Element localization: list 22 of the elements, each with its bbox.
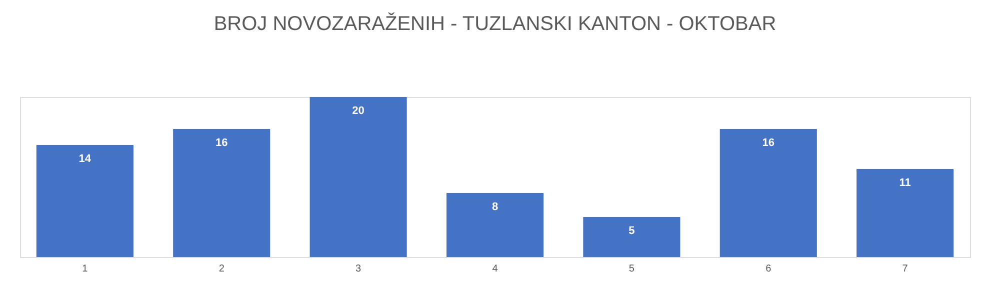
data-label: 11	[899, 177, 911, 189]
x-tick-label: 1	[82, 264, 88, 274]
x-tick-label: 3	[356, 264, 362, 274]
x-tick-label: 4	[492, 264, 498, 274]
bar	[173, 129, 270, 257]
bar	[583, 217, 680, 257]
x-tick-label: 6	[766, 264, 772, 274]
data-label: 16	[762, 137, 775, 149]
bar	[720, 129, 817, 257]
bar	[446, 193, 544, 257]
bar	[310, 97, 407, 257]
data-label: 16	[215, 137, 228, 149]
x-tick-label: 2	[218, 264, 225, 274]
x-tick-label: 7	[902, 264, 908, 274]
data-label: 20	[352, 105, 364, 117]
data-label: 8	[492, 201, 498, 213]
data-label: 14	[78, 153, 92, 165]
bar	[856, 169, 954, 257]
bar	[36, 145, 134, 257]
data-label: 5	[628, 225, 635, 237]
chart-title: BROJ NOVOZARAŽENIH - TUZLANSKI KANTON - OKTOBAR	[214, 12, 776, 35]
x-tick-label: 5	[628, 264, 635, 274]
